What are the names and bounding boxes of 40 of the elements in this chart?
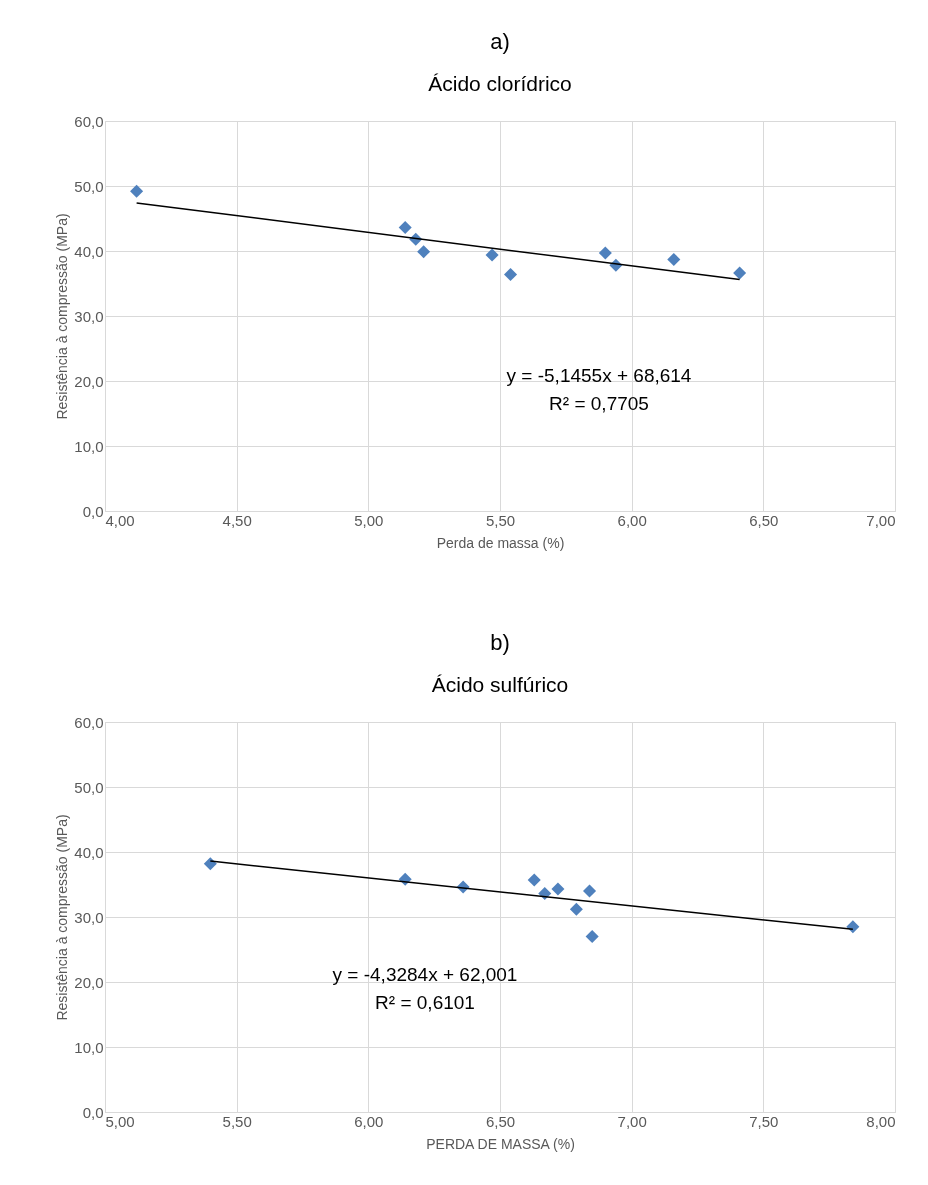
chart-subtitle: Ácido sulfúrico bbox=[431, 673, 569, 696]
y-tick-label: 30,0 bbox=[74, 307, 104, 325]
y-tick-label: 60,0 bbox=[74, 112, 104, 130]
x-tick-label: 5,00 bbox=[105, 1112, 135, 1130]
y-tick-label: 10,0 bbox=[74, 437, 104, 455]
x-tick-label: 8,00 bbox=[866, 1112, 896, 1130]
y-tick-label: 0,0 bbox=[82, 1103, 104, 1121]
y-tick-label: 50,0 bbox=[74, 177, 104, 195]
y-tick-label: 30,0 bbox=[74, 908, 104, 926]
x-axis-title: PERDA DE MASSA (%) bbox=[426, 1135, 575, 1152]
annotation: R² = 0,7705 bbox=[549, 393, 649, 414]
annotation: y = -5,1455x + 68,614 bbox=[506, 365, 692, 386]
x-tick-label: 4,50 bbox=[222, 511, 252, 529]
x-tick-label: 5,00 bbox=[354, 511, 384, 529]
y-tick-label: 50,0 bbox=[74, 778, 104, 796]
y-tick-label: 40,0 bbox=[74, 843, 104, 861]
x-tick-label: 6,00 bbox=[354, 1112, 384, 1130]
y-tick-label: 60,0 bbox=[74, 713, 104, 731]
chart-subtitle: Ácido clorídrico bbox=[428, 72, 572, 95]
annotation: y = -4,3284x + 62,001 bbox=[332, 964, 518, 985]
x-tick-label: 7,50 bbox=[749, 1112, 779, 1130]
y-tick-label: 10,0 bbox=[74, 1038, 104, 1056]
y-tick-label: 20,0 bbox=[74, 372, 104, 390]
x-tick-label: 5,50 bbox=[485, 511, 516, 529]
x-tick-label: 6,00 bbox=[617, 511, 647, 529]
y-tick-label: 20,0 bbox=[74, 973, 104, 991]
y-tick-label: 0,0 bbox=[82, 502, 104, 520]
y-tick-label: 40,0 bbox=[74, 242, 104, 260]
x-tick-label: 4,00 bbox=[105, 511, 135, 529]
x-tick-label: 7,00 bbox=[866, 511, 896, 529]
x-tick-label: 6,50 bbox=[485, 1112, 516, 1130]
y-axis-title: Resistência à compressão (MPa) bbox=[54, 213, 71, 420]
x-tick-label: 6,50 bbox=[749, 511, 779, 529]
x-axis-title: Perda de massa (%) bbox=[436, 534, 565, 551]
annotation: R² = 0,6101 bbox=[375, 992, 475, 1013]
x-tick-label: 7,00 bbox=[617, 1112, 647, 1130]
chart-title: a) bbox=[490, 29, 510, 54]
x-tick-label: 5,50 bbox=[222, 1112, 252, 1130]
chart-title: b) bbox=[490, 630, 510, 655]
y-axis-title: Resistência à compressão (MPa) bbox=[54, 814, 71, 1021]
